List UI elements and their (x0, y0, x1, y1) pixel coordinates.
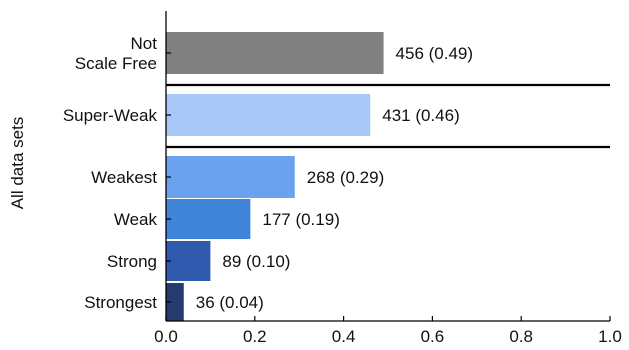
x-tick-label-3: 0.6 (421, 327, 445, 346)
bar-super-weak (166, 94, 371, 136)
bar-weak (166, 199, 251, 239)
x-tick-label-4: 0.8 (509, 327, 533, 346)
category-label-weakest: Weakest (91, 168, 157, 187)
category-label-weak: Weak (114, 210, 158, 229)
category-label-not-scale-free-line-2: Scale Free (75, 54, 157, 73)
category-label-strong: Strong (107, 252, 157, 271)
bar-not-scale-free (166, 32, 384, 74)
x-tick-label-5: 1.0 (598, 327, 622, 346)
axes-layer: 0.0 0.2 0.4 0.6 0.8 1.0 (154, 11, 622, 346)
value-label-not-scale-free: 456 (0.49) (396, 44, 474, 63)
value-label-strongest: 36 (0.04) (196, 293, 264, 312)
bars-layer (166, 32, 384, 321)
y-axis-label: All data sets (8, 117, 27, 210)
bar-strongest (166, 283, 184, 321)
value-label-super-weak: 431 (0.46) (382, 106, 460, 125)
category-label-super-weak: Super-Weak (63, 106, 158, 125)
x-tick-label-0: 0.0 (154, 327, 178, 346)
bar-strong (166, 241, 211, 281)
value-label-strong: 89 (0.10) (222, 252, 290, 271)
x-tick-label-2: 0.4 (332, 327, 356, 346)
value-label-weak: 177 (0.19) (262, 210, 340, 229)
category-label-not-scale-free-line-1: Not (131, 34, 158, 53)
bar-weakest (166, 156, 295, 198)
x-tick-label-1: 0.2 (243, 327, 267, 346)
value-labels-layer: 456 (0.49) 431 (0.46) 268 (0.29) 177 (0.19)… (196, 44, 473, 312)
value-label-weakest: 268 (0.29) (307, 168, 385, 187)
category-label-strongest: Strongest (84, 293, 157, 312)
